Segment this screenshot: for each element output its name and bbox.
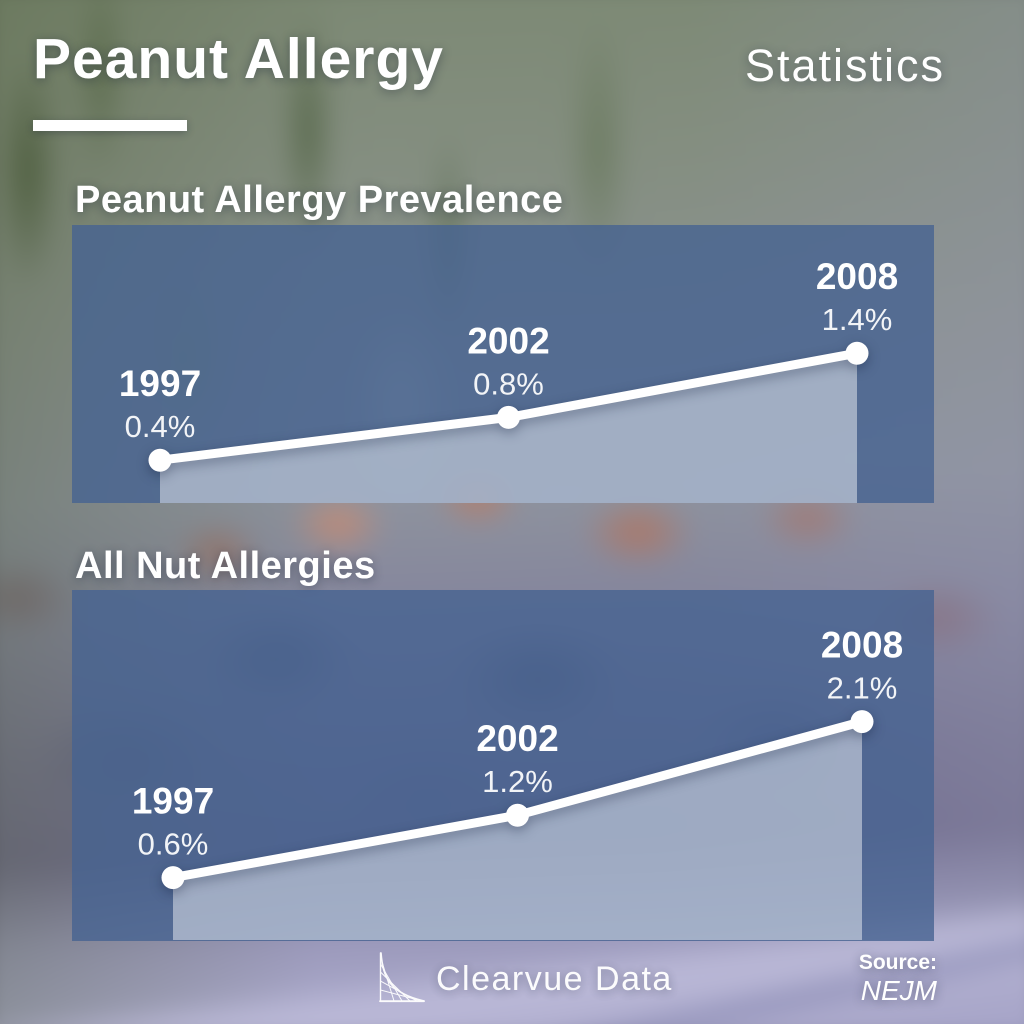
chart-title-peanut-allergy-prevalence: Peanut Allergy Prevalence xyxy=(75,179,564,221)
brand-name: Clearvue Data xyxy=(436,960,673,998)
source-label: Source: xyxy=(858,951,937,974)
source-value: NEJM xyxy=(860,975,937,1006)
clearvue-logo-icon xyxy=(379,952,425,1003)
title-underline xyxy=(33,120,187,131)
page-subtitle: Statistics xyxy=(744,40,945,91)
page-title: Peanut Allergy xyxy=(33,27,444,91)
chart-title-all-nut-allergies: All Nut Allergies xyxy=(75,545,376,587)
